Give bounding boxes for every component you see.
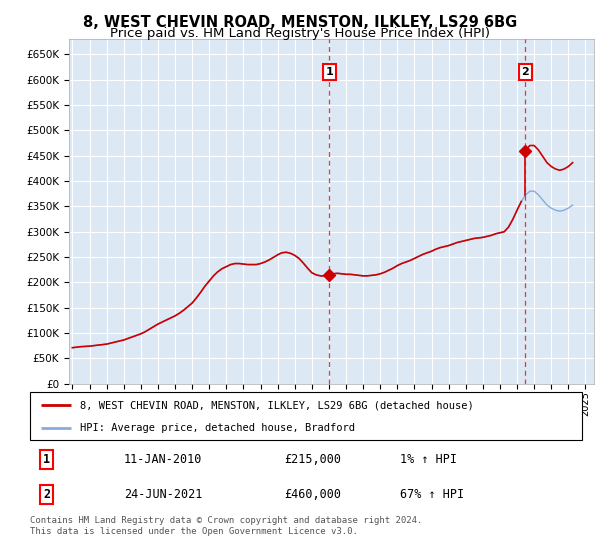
Text: HPI: Average price, detached house, Bradford: HPI: Average price, detached house, Brad… bbox=[80, 423, 355, 433]
Text: 2: 2 bbox=[521, 67, 529, 77]
FancyBboxPatch shape bbox=[30, 392, 582, 440]
Text: Contains HM Land Registry data © Crown copyright and database right 2024.
This d: Contains HM Land Registry data © Crown c… bbox=[30, 516, 422, 536]
Text: 1% ↑ HPI: 1% ↑ HPI bbox=[400, 454, 457, 466]
Text: £460,000: £460,000 bbox=[284, 488, 341, 501]
Text: Price paid vs. HM Land Registry's House Price Index (HPI): Price paid vs. HM Land Registry's House … bbox=[110, 27, 490, 40]
Text: 11-JAN-2010: 11-JAN-2010 bbox=[124, 454, 202, 466]
Text: 2: 2 bbox=[43, 488, 50, 501]
Text: 8, WEST CHEVIN ROAD, MENSTON, ILKLEY, LS29 6BG: 8, WEST CHEVIN ROAD, MENSTON, ILKLEY, LS… bbox=[83, 15, 517, 30]
Text: 67% ↑ HPI: 67% ↑ HPI bbox=[400, 488, 464, 501]
Text: 1: 1 bbox=[43, 454, 50, 466]
Text: 1: 1 bbox=[326, 67, 334, 77]
Text: 8, WEST CHEVIN ROAD, MENSTON, ILKLEY, LS29 6BG (detached house): 8, WEST CHEVIN ROAD, MENSTON, ILKLEY, LS… bbox=[80, 400, 473, 410]
Text: 24-JUN-2021: 24-JUN-2021 bbox=[124, 488, 202, 501]
Text: £215,000: £215,000 bbox=[284, 454, 341, 466]
